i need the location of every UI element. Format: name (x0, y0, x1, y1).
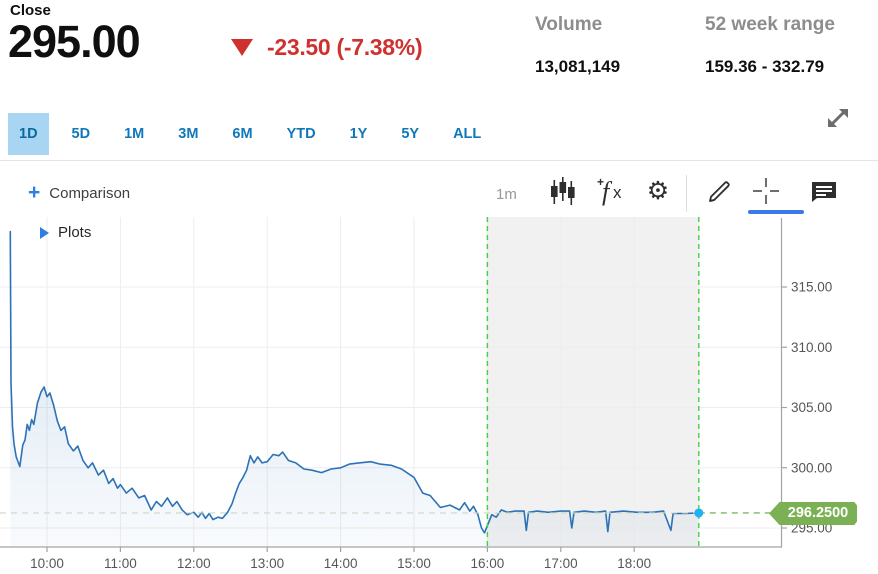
tab-1d[interactable]: 1D (8, 113, 49, 155)
last-price: 295.00 (8, 16, 141, 67)
x-tick-label: 16:00 (471, 556, 505, 571)
x-tick-label: 17:00 (544, 556, 578, 571)
y-tick-label: 310.00 (791, 340, 832, 355)
x-tick-label: 13:00 (250, 556, 284, 571)
tab-3m[interactable]: 3M (167, 113, 209, 155)
tab-5y[interactable]: 5Y (390, 113, 430, 155)
arrow-down-icon (231, 39, 253, 56)
pencil-icon (709, 181, 730, 202)
settings-button[interactable]: ⚙ (641, 174, 675, 208)
chart-style-button[interactable] (546, 174, 580, 208)
toolbar-divider (686, 175, 687, 212)
tab-5d[interactable]: 5D (61, 113, 102, 155)
tab-ytd[interactable]: YTD (276, 113, 327, 155)
price-line (9, 230, 700, 534)
svg-text:x: x (613, 183, 622, 202)
tab-1m[interactable]: 1M (113, 113, 155, 155)
fx-function-icon: + f x (597, 175, 622, 206)
svg-text:f: f (602, 177, 613, 206)
52-week-range-label: 52 week range (705, 14, 835, 35)
active-tool-underline (748, 210, 804, 214)
expand-chart-button[interactable] (820, 101, 856, 137)
x-tick-label: 12:00 (177, 556, 211, 571)
x-tick-label: 10:00 (30, 556, 64, 571)
indicators-button[interactable]: + f x (594, 174, 628, 208)
comment-icon (812, 182, 836, 202)
annotation-button[interactable] (807, 174, 841, 208)
price-change: -23.50 (-7.38%) (231, 34, 423, 61)
52-week-range-value: 159.36 - 332.79 (705, 57, 825, 76)
y-tick-label: 305.00 (791, 400, 832, 415)
tab-1y[interactable]: 1Y (339, 113, 379, 155)
time-range-tabs: 1D 5D 1M 3M 6M YTD 1Y 5Y ALL (8, 113, 504, 155)
y-tick-label: 315.00 (791, 280, 832, 295)
svg-text:+: + (597, 175, 604, 189)
crosshair-button[interactable] (749, 174, 783, 208)
expand-icon (828, 108, 848, 127)
interval-selector[interactable]: 1m (490, 185, 523, 204)
x-tick-label: 14:00 (324, 556, 358, 571)
comparison-label: Comparison (49, 184, 131, 202)
draw-button[interactable] (703, 174, 737, 208)
price-area-fill (10, 231, 699, 547)
after-hours-band (487, 217, 699, 546)
last-price-dot (694, 508, 704, 518)
tab-all[interactable]: ALL (442, 113, 492, 155)
plots-label: Plots (58, 224, 92, 241)
y-tick-label: 300.00 (791, 460, 832, 475)
crosshair-icon (753, 178, 779, 204)
plus-icon: + (28, 181, 41, 204)
gear-icon: ⚙ (646, 176, 670, 205)
divider (0, 160, 878, 161)
current-price-badge: 296.2500 (769, 502, 857, 525)
x-tick-label: 15:00 (397, 556, 431, 571)
add-comparison-button[interactable]: + Comparison (22, 182, 136, 204)
volume-value: 13,081,149 (535, 57, 621, 76)
tab-6m[interactable]: 6M (221, 113, 263, 155)
close-label: Close (10, 2, 51, 19)
x-tick-label: 18:00 (617, 556, 651, 571)
x-tick-label: 11:00 (104, 556, 137, 571)
plots-legend-toggle[interactable]: Plots (34, 223, 97, 242)
triangle-right-icon (40, 226, 49, 239)
candlestick-icon (551, 177, 575, 205)
change-text: -23.50 (-7.38%) (267, 34, 423, 60)
volume-label: Volume (535, 14, 603, 35)
